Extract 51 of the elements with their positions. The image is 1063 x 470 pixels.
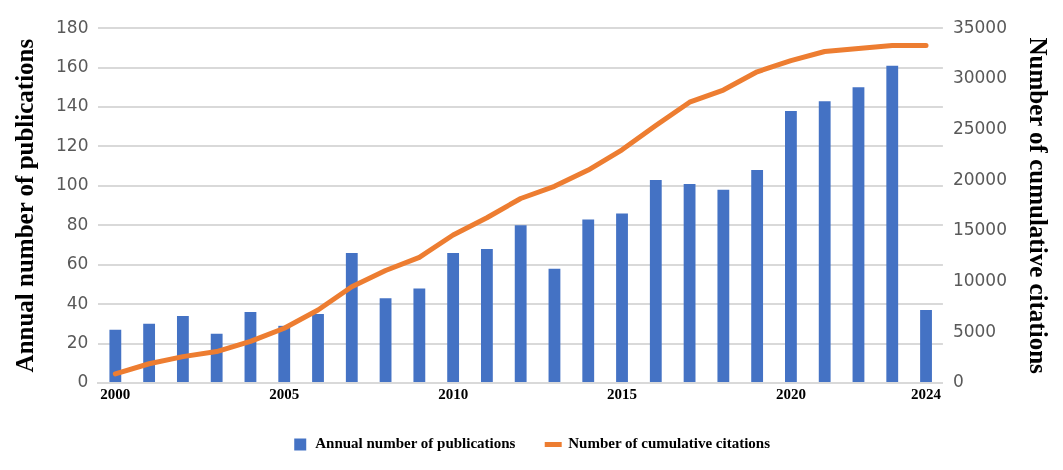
bar <box>582 219 595 382</box>
y-tick-label: 20 <box>66 332 89 352</box>
bar <box>345 252 358 382</box>
bar <box>886 65 899 382</box>
y-tick-label: 0 <box>77 371 89 392</box>
y-tick-label: 40 <box>66 292 89 313</box>
bar <box>785 110 797 382</box>
bar <box>176 315 189 382</box>
y-axis-title: Annual number of publications <box>11 38 39 373</box>
y2-tick-label: 5000 <box>952 320 997 341</box>
y2-tick-label: 0 <box>952 371 964 392</box>
y2-tick-label: 30000 <box>952 67 1008 88</box>
y-tick-label: 160 <box>55 56 89 77</box>
x-tick-label: 2020 <box>775 385 806 402</box>
legend-label: Number of cumulative citations <box>568 435 771 452</box>
y2-tick-label: 15000 <box>952 219 1008 240</box>
y2-tick-label: 20000 <box>952 168 1008 189</box>
y-tick-label: 60 <box>66 253 89 274</box>
y-tick-label: 180 <box>55 16 89 37</box>
bar <box>683 183 696 382</box>
bar <box>480 248 493 382</box>
bar <box>751 170 764 382</box>
y-tick-label: 120 <box>55 134 89 155</box>
bar <box>143 323 156 382</box>
bar <box>920 310 932 382</box>
x-tick-label: 2024 <box>911 385 942 402</box>
bar <box>312 314 324 382</box>
bar <box>616 213 628 382</box>
bar <box>447 252 460 382</box>
y-tick-label: 140 <box>55 95 89 116</box>
bar <box>278 325 291 382</box>
y2-tick-label: 25000 <box>952 117 1008 138</box>
y2-tick-label: 10000 <box>952 270 1008 291</box>
bar <box>109 329 122 382</box>
y2-tick-label: 35000 <box>952 16 1008 37</box>
bar <box>514 225 527 382</box>
bar <box>852 87 865 382</box>
bar <box>379 298 392 382</box>
legend-label: Annual number of publications <box>315 435 516 452</box>
bar <box>818 101 831 382</box>
x-tick-label: 2015 <box>607 385 638 402</box>
x-tick-label: 2010 <box>438 385 469 402</box>
x-tick-label: 2000 <box>100 385 131 402</box>
x-tick-label: 2005 <box>269 385 300 402</box>
y2-axis-title: Number of cumulative citations <box>1024 37 1052 375</box>
y-tick-label: 80 <box>66 213 89 234</box>
bar <box>717 189 730 382</box>
bar <box>548 268 561 382</box>
bar <box>649 179 662 382</box>
bar <box>413 288 426 382</box>
y-tick-label: 100 <box>55 174 89 195</box>
